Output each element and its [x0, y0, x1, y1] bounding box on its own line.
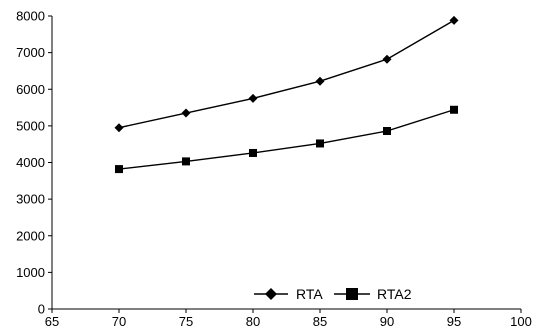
series-line-rta2 — [118, 109, 455, 170]
series-rta — [114, 15, 459, 133]
series-rta2 — [115, 105, 458, 174]
data-point-rta2 — [249, 148, 257, 157]
legend-item-rta2: RTA2 — [334, 286, 412, 302]
y-tick-label: 2000 — [16, 228, 45, 243]
data-point-rta — [382, 54, 392, 64]
series-line-rta — [118, 19, 455, 129]
x-tick-label: 65 — [45, 314, 59, 329]
x-tick-label: 70 — [112, 314, 126, 329]
data-point-rta2 — [383, 127, 391, 136]
y-tick-label: 5000 — [16, 118, 45, 133]
y-tick-label: 8000 — [16, 9, 45, 24]
data-point-rta — [449, 15, 459, 25]
data-point-rta — [114, 123, 124, 133]
y-tick-label: 4000 — [16, 155, 45, 170]
axes — [51, 16, 521, 310]
data-point-rta2 — [115, 165, 123, 174]
data-point-rta — [315, 76, 325, 86]
x-tick-label: 80 — [246, 314, 260, 329]
legend: RTA RTA2 — [254, 286, 412, 302]
data-point-rta — [248, 93, 258, 103]
y-tick-label: 0 — [38, 302, 45, 317]
series-layer — [114, 15, 459, 174]
ticks: 0 1000 2000 3000 4000 5000 6000 7000 8000 65 70 75 8… — [16, 9, 532, 330]
x-tick-label: 85 — [313, 314, 327, 329]
y-tick-label: 6000 — [16, 82, 45, 97]
data-point-rta — [181, 108, 191, 118]
legend-label-rta: RTA — [296, 286, 323, 302]
x-tick-label: 95 — [447, 314, 461, 329]
legend-marker-rta2 — [346, 288, 358, 300]
legend-marker-rta — [265, 288, 277, 300]
x-tick-label: 100 — [510, 314, 532, 329]
data-point-rta2 — [450, 105, 458, 114]
y-tick-label: 7000 — [16, 45, 45, 60]
legend-label-rta2: RTA2 — [377, 286, 412, 302]
data-point-rta2 — [316, 139, 324, 148]
y-tick-label: 3000 — [16, 192, 45, 207]
x-tick-label: 90 — [380, 314, 394, 329]
data-point-rta2 — [182, 157, 190, 166]
legend-item-rta: RTA — [254, 286, 323, 302]
x-tick-label: 75 — [179, 314, 193, 329]
y-tick-label: 1000 — [16, 265, 45, 280]
